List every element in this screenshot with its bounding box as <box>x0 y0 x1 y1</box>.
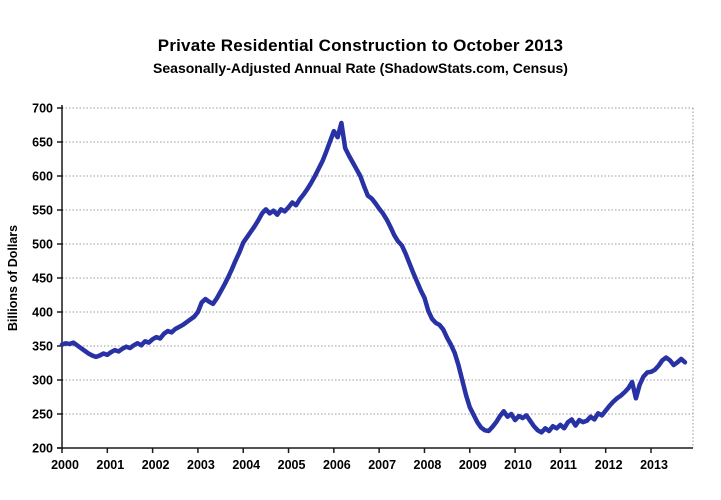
x-tick-label: 2013 <box>640 458 668 472</box>
x-tick-label: 2000 <box>51 458 79 472</box>
y-tick-label: 600 <box>32 170 53 184</box>
x-tick-label: 2003 <box>187 458 215 472</box>
x-tick-label: 2005 <box>278 458 306 472</box>
y-tick-label: 700 <box>32 102 53 116</box>
y-tick-label: 350 <box>32 340 53 354</box>
y-tick-label: 400 <box>32 306 53 320</box>
x-tick-label: 2002 <box>142 458 170 472</box>
y-tick-label: 650 <box>32 136 53 150</box>
y-tick-label: 450 <box>32 272 53 286</box>
y-tick-label: 200 <box>32 442 53 456</box>
y-tick-label: 300 <box>32 374 53 388</box>
y-tick-label: 500 <box>32 238 53 252</box>
x-tick-label: 2001 <box>96 458 124 472</box>
x-tick-label: 2011 <box>550 458 577 472</box>
x-tick-label: 2009 <box>459 458 487 472</box>
y-tick-label: 250 <box>32 408 53 422</box>
y-tick-label: 550 <box>32 204 53 218</box>
x-tick-label: 2012 <box>595 458 623 472</box>
chart-title: Private Residential Construction to Octo… <box>157 36 564 55</box>
x-tick-label: 2010 <box>504 458 532 472</box>
x-tick-label: 2007 <box>368 458 396 472</box>
x-tick-label: 2008 <box>414 458 442 472</box>
x-tick-label: 2006 <box>323 458 351 472</box>
x-tick-label: 2004 <box>232 458 260 472</box>
data-line <box>59 120 688 435</box>
chart-subtitle: Seasonally-Adjusted Annual Rate (ShadowS… <box>153 60 568 76</box>
